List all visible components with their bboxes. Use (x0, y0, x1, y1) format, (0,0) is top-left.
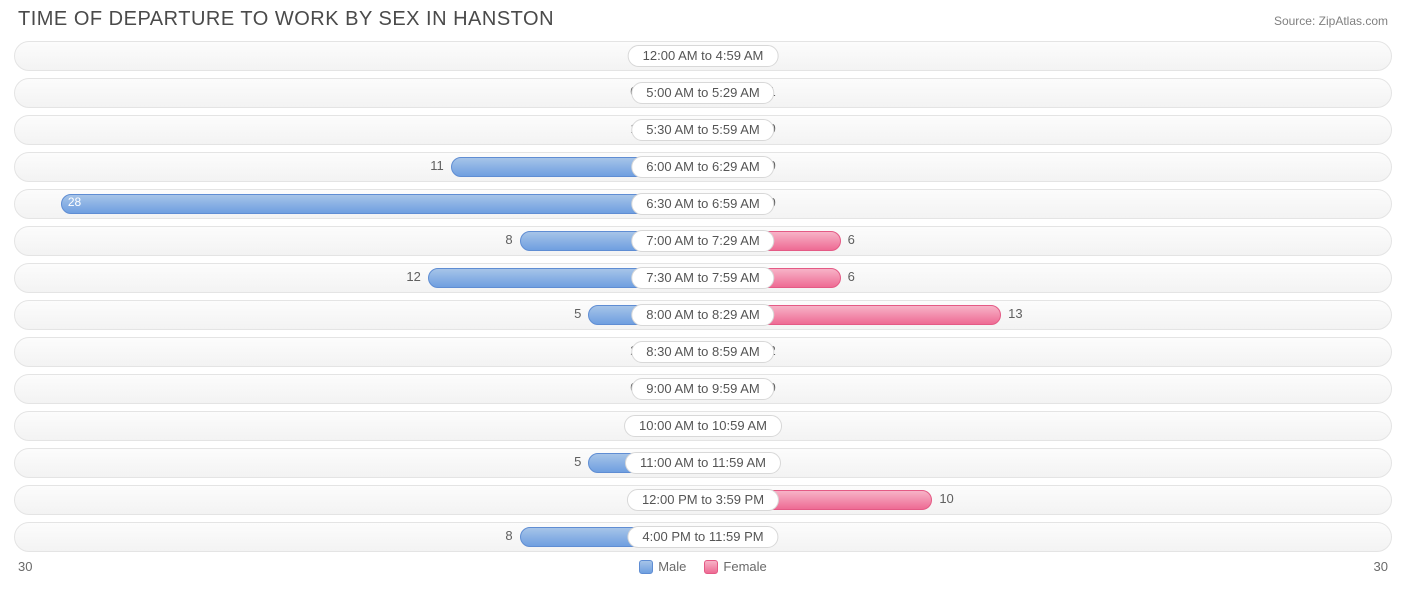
chart-row: 28 06:30 AM to 6:59 AM (14, 189, 1392, 219)
chart-row: 015:00 AM to 5:29 AM (14, 78, 1392, 108)
female-half: 1 (703, 79, 1391, 107)
chart-row: 2012:00 AM to 4:59 AM (14, 41, 1392, 71)
male-value: 5 (574, 454, 581, 469)
category-label: 8:00 AM to 8:29 AM (631, 304, 774, 326)
category-label: 11:00 AM to 11:59 AM (625, 452, 781, 474)
male-half: 2 (15, 42, 703, 70)
male-value: 5 (574, 306, 581, 321)
male-half: 0 (15, 375, 703, 403)
axis-left-max: 30 (18, 559, 32, 574)
legend-male-label: Male (658, 559, 686, 574)
male-bar: 28 (61, 194, 703, 214)
female-half: 0 (703, 190, 1391, 218)
female-half: 10 (703, 486, 1391, 514)
male-value: 8 (505, 232, 512, 247)
chart-row: 105:30 AM to 5:59 AM (14, 115, 1392, 145)
category-label: 6:30 AM to 6:59 AM (631, 193, 774, 215)
chart-row: 12 6 7:30 AM to 7:59 AM (14, 263, 1392, 293)
chart-row: 11 06:00 AM to 6:29 AM (14, 152, 1392, 182)
female-half: 6 (703, 264, 1391, 292)
female-half: 0 (703, 412, 1391, 440)
female-half: 6 (703, 227, 1391, 255)
male-value: 28 (68, 195, 81, 209)
chart-row: 8 04:00 PM to 11:59 PM (14, 522, 1392, 552)
chart-row: 228:30 AM to 8:59 AM (14, 337, 1392, 367)
chart-row: 0010:00 AM to 10:59 AM (14, 411, 1392, 441)
chart-row: 5 011:00 AM to 11:59 AM (14, 448, 1392, 478)
chart-header: TIME OF DEPARTURE TO WORK BY SEX IN HANS… (14, 8, 1392, 31)
male-half: 5 (15, 449, 703, 477)
male-half: 2 (15, 338, 703, 366)
legend-female-label: Female (723, 559, 766, 574)
female-half: 0 (703, 375, 1391, 403)
category-label: 12:00 PM to 3:59 PM (627, 489, 779, 511)
male-swatch (639, 560, 653, 574)
male-half: 1 (15, 116, 703, 144)
category-label: 5:00 AM to 5:29 AM (631, 82, 774, 104)
category-label: 9:00 AM to 9:59 AM (631, 378, 774, 400)
female-half: 0 (703, 449, 1391, 477)
male-half: 12 (15, 264, 703, 292)
female-half: 0 (703, 42, 1391, 70)
female-half: 13 (703, 301, 1391, 329)
female-half: 2 (703, 338, 1391, 366)
chart-row: 0 10 12:00 PM to 3:59 PM (14, 485, 1392, 515)
male-half: 8 (15, 523, 703, 551)
male-value: 11 (430, 158, 444, 173)
category-label: 5:30 AM to 5:59 AM (631, 119, 774, 141)
female-half: 0 (703, 153, 1391, 181)
male-value: 8 (505, 528, 512, 543)
male-half: 11 (15, 153, 703, 181)
chart-source: Source: ZipAtlas.com (1274, 14, 1388, 28)
category-label: 7:00 AM to 7:29 AM (631, 230, 774, 252)
male-half: 0 (15, 412, 703, 440)
female-value: 10 (939, 491, 953, 506)
category-label: 8:30 AM to 8:59 AM (631, 341, 774, 363)
category-label: 10:00 AM to 10:59 AM (624, 415, 782, 437)
male-half: 8 (15, 227, 703, 255)
male-half: 0 (15, 486, 703, 514)
chart-footer: 30 Male Female 30 (14, 559, 1392, 574)
legend: Male Female (639, 559, 767, 574)
male-half: 5 (15, 301, 703, 329)
category-label: 12:00 AM to 4:59 AM (628, 45, 779, 67)
female-value: 6 (848, 232, 855, 247)
axis-right-max: 30 (1374, 559, 1388, 574)
legend-male: Male (639, 559, 686, 574)
chart-row: 009:00 AM to 9:59 AM (14, 374, 1392, 404)
female-value: 6 (848, 269, 855, 284)
category-label: 4:00 PM to 11:59 PM (627, 526, 778, 548)
male-half: 28 (15, 190, 703, 218)
chart-row: 5 13 8:00 AM to 8:29 AM (14, 300, 1392, 330)
male-value: 12 (406, 269, 420, 284)
female-half: 0 (703, 523, 1391, 551)
female-value: 13 (1008, 306, 1022, 321)
legend-female: Female (704, 559, 766, 574)
male-half: 0 (15, 79, 703, 107)
female-swatch (704, 560, 718, 574)
category-label: 7:30 AM to 7:59 AM (631, 267, 774, 289)
category-label: 6:00 AM to 6:29 AM (631, 156, 774, 178)
female-half: 0 (703, 116, 1391, 144)
diverging-bar-chart: 2012:00 AM to 4:59 AM015:00 AM to 5:29 A… (14, 41, 1392, 552)
chart-row: 8 6 7:00 AM to 7:29 AM (14, 226, 1392, 256)
chart-title: TIME OF DEPARTURE TO WORK BY SEX IN HANS… (18, 8, 554, 31)
